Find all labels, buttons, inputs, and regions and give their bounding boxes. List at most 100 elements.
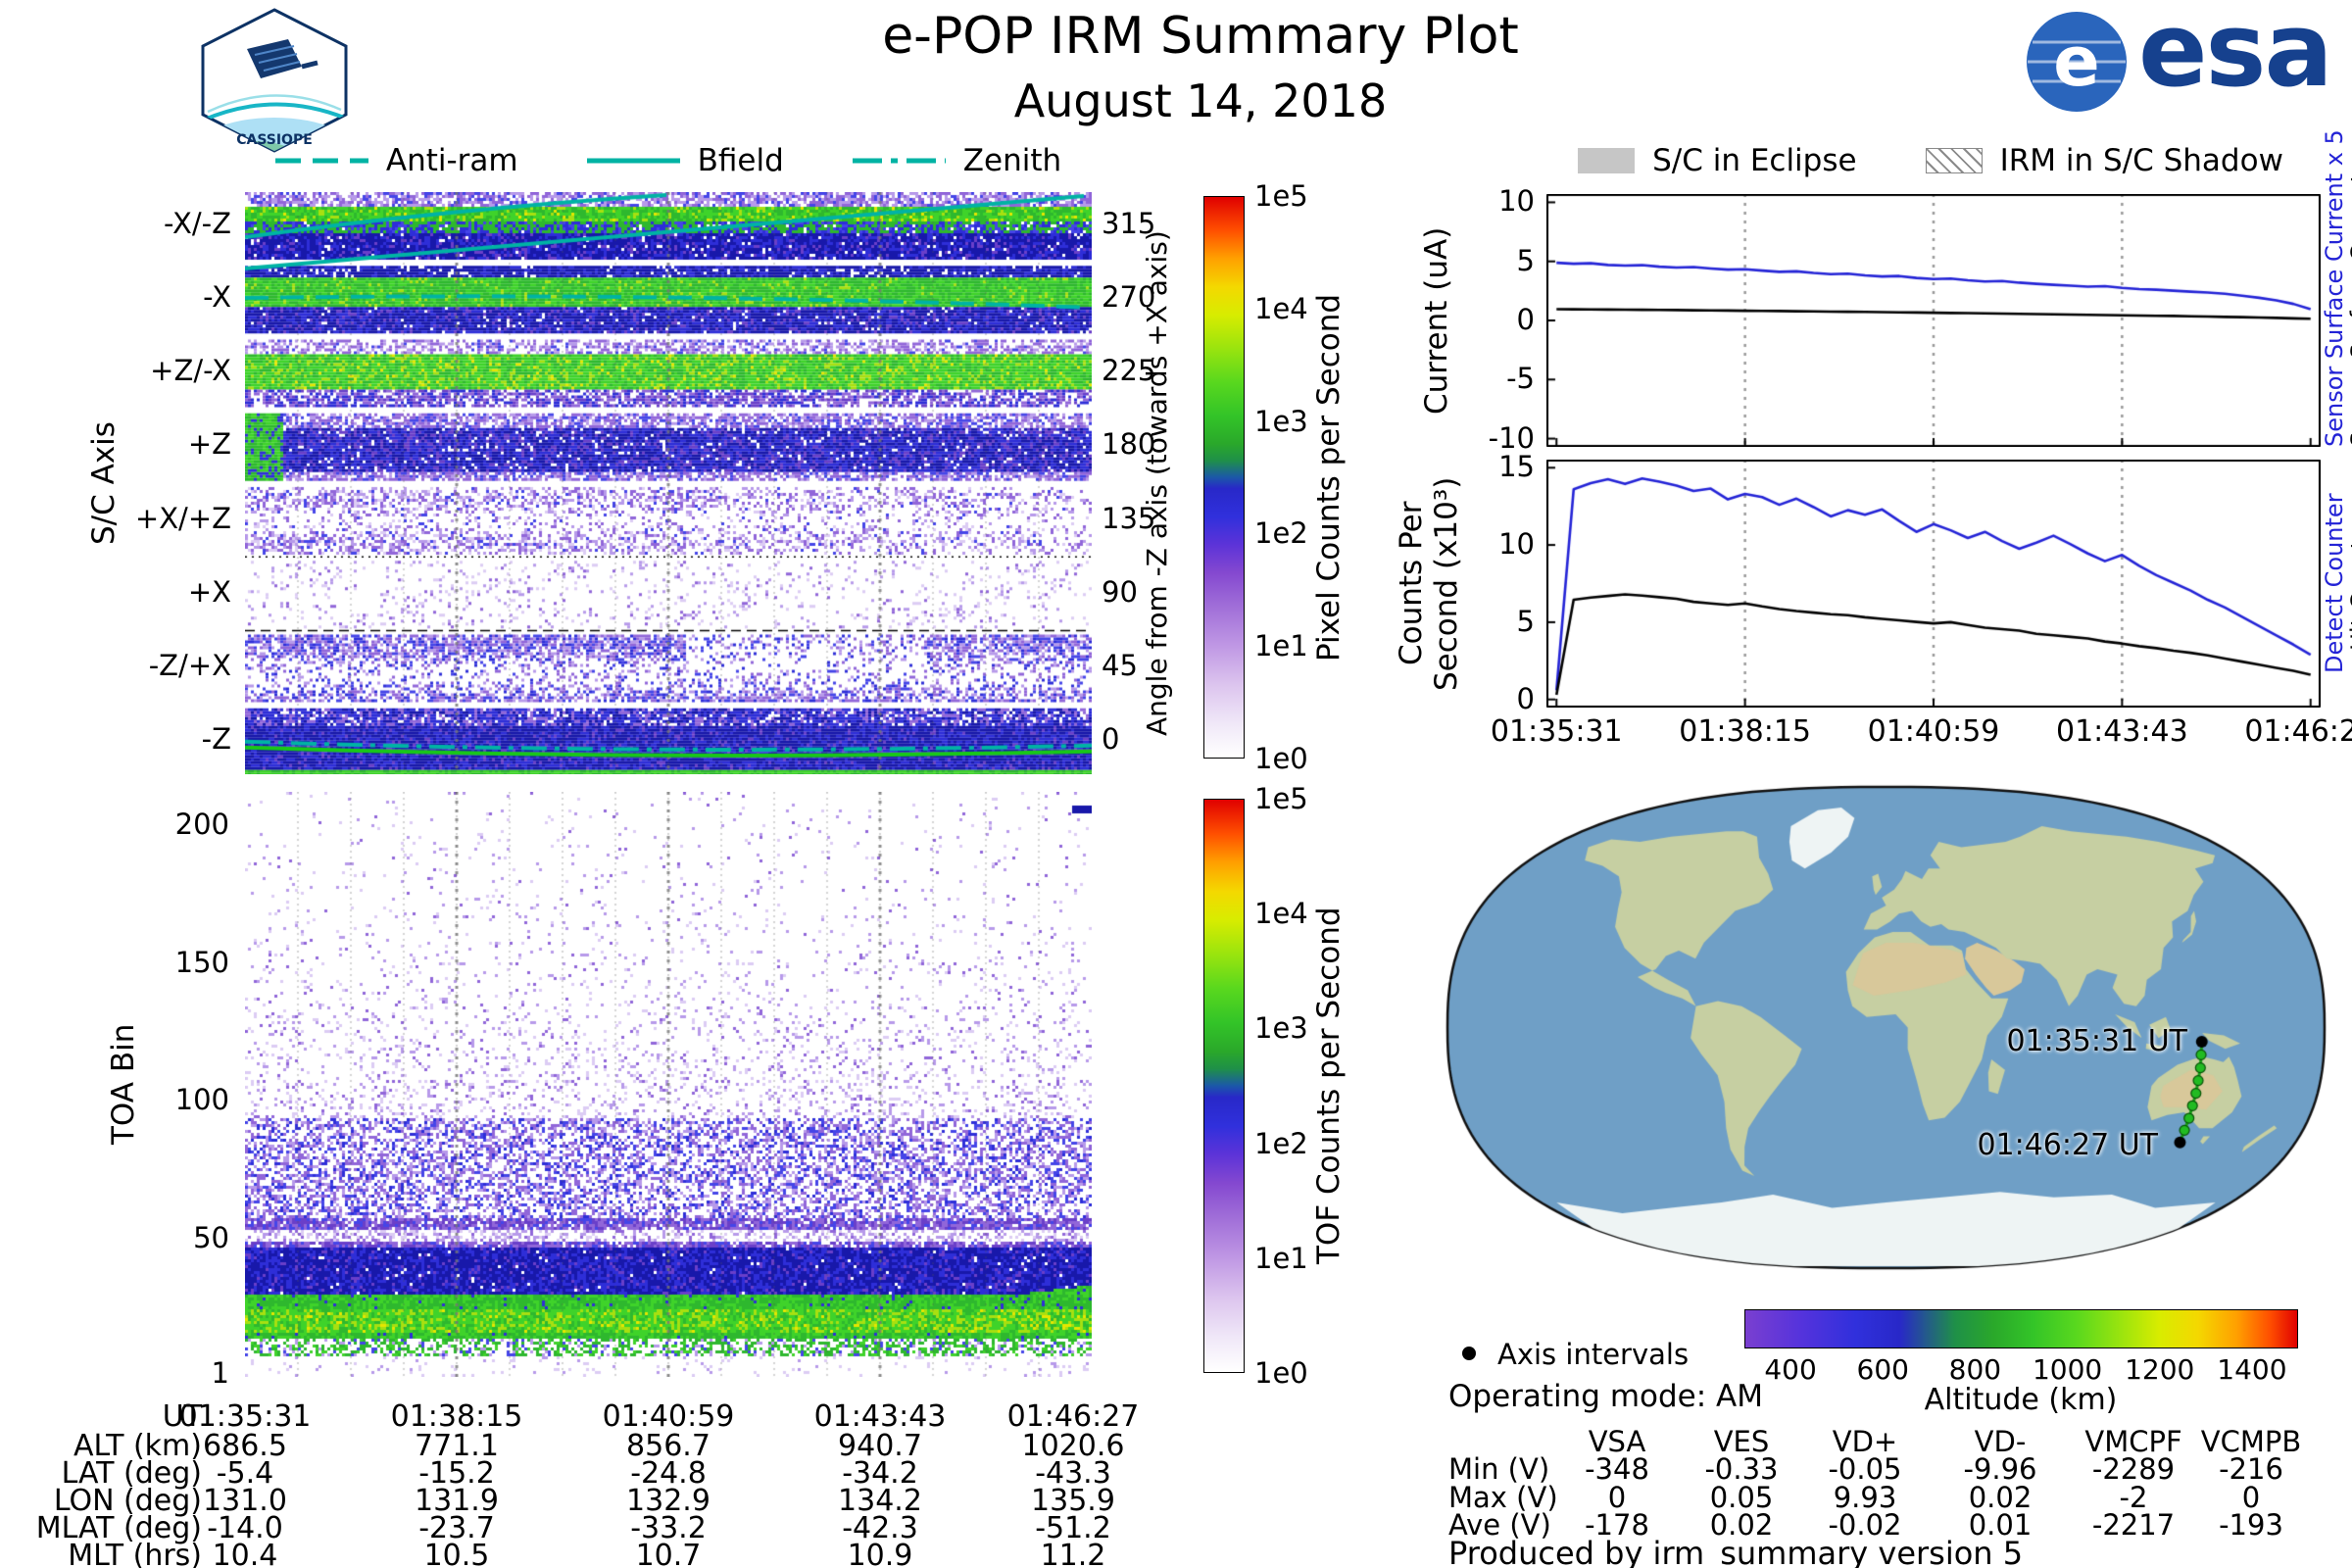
angle-tick-label: 135	[1102, 501, 1156, 535]
esa-globe-letter: e	[2053, 22, 2099, 102]
toa-tick-label: 100	[174, 1083, 229, 1117]
time-xtick: 01:40:59	[1867, 714, 2000, 749]
track-end-label: 01:46:27 UT	[1977, 1128, 2158, 1162]
toa-tick-label: 200	[174, 808, 229, 841]
voltage-cell: -348	[1585, 1452, 1649, 1486]
voltage-cell: -0.33	[1704, 1452, 1779, 1486]
ephem-row-label: UT	[162, 1399, 202, 1434]
angle-tick-label: 225	[1102, 354, 1156, 388]
tof-colorbar-tick: 1e3	[1254, 1011, 1308, 1046]
voltage-cell: -0.05	[1828, 1452, 1902, 1486]
axis-intervals-label: Axis intervals	[1497, 1338, 1690, 1371]
ephem-cell: 10.7	[635, 1539, 702, 1568]
ephem-row-label: MLT (hrs)	[68, 1539, 202, 1568]
toa-tick-label: 1	[211, 1356, 229, 1390]
ephem-cell: 131.9	[415, 1484, 499, 1518]
voltage-cell: 0.02	[1709, 1508, 1774, 1542]
sc-axis-ylabel: S/C Axis	[86, 421, 122, 545]
solid-line-sample-icon	[586, 158, 680, 164]
ephem-cell: 132.9	[626, 1484, 710, 1518]
tof-colorbar-tick: 1e2	[1254, 1126, 1308, 1160]
produced-by-text: Produced by irm_summary version 5	[1448, 1535, 2024, 1568]
altitude-tick: 1000	[2032, 1353, 2103, 1386]
ephem-cell: 10.5	[423, 1539, 490, 1568]
altitude-colorbar	[1744, 1309, 2298, 1348]
ephem-cell: 01:35:31	[178, 1399, 312, 1434]
voltage-cell: -216	[2219, 1452, 2283, 1486]
ephem-cell: 10.4	[212, 1539, 278, 1568]
voltage-row-label: Max (V)	[1448, 1481, 1558, 1514]
dashdot-line-sample-icon	[852, 158, 946, 164]
current-ytick: 0	[1516, 303, 1535, 336]
voltage-cell: 9.93	[1833, 1481, 1897, 1514]
attitude-legend: Anti-ram Bfield Zenith	[245, 141, 1092, 180]
toa-tick-label: 50	[193, 1221, 229, 1255]
ephem-row-label: MLAT (deg)	[35, 1511, 202, 1545]
ground-track-map-canvas	[1440, 779, 2332, 1276]
sensor-current-x5-label: Sensor Surface Current x 5	[2321, 129, 2348, 447]
sc-axis-band-label: +X/+Z	[134, 501, 231, 535]
voltage-cell: 0.05	[1709, 1481, 1774, 1514]
voltage-cell: 0	[2241, 1481, 2261, 1514]
ephem-cell: -23.7	[418, 1511, 495, 1545]
ephem-cell: 11.2	[1040, 1539, 1106, 1568]
ephem-cell: 856.7	[626, 1429, 710, 1463]
voltage-col-header: VES	[1713, 1425, 1770, 1458]
voltage-cell: -178	[1585, 1508, 1649, 1542]
shadow-hatch-swatch-icon	[1925, 148, 1983, 173]
voltage-cell: 0.02	[1968, 1481, 2033, 1514]
ephem-cell: 131.0	[203, 1484, 287, 1518]
voltage-cell: 0.01	[1968, 1508, 2033, 1542]
ephem-cell: 134.2	[838, 1484, 922, 1518]
sc-axis-band-label: +Z	[187, 427, 231, 462]
altitude-tick: 1400	[2217, 1353, 2287, 1386]
counts-ytick: 5	[1516, 604, 1535, 638]
ephem-cell: 940.7	[838, 1429, 922, 1463]
voltage-row-label: Min (V)	[1448, 1452, 1550, 1486]
voltage-col-header: VD+	[1832, 1425, 1898, 1458]
pixel-colorbar	[1203, 196, 1245, 759]
voltage-cell: -2289	[2091, 1452, 2176, 1486]
counts-ytick: 10	[1498, 527, 1535, 562]
hit-counter-label: Hit Counter	[2346, 515, 2352, 652]
track-start-label: 01:35:31 UT	[2006, 1024, 2187, 1058]
toa-spectrogram-canvas	[245, 792, 1092, 1377]
current-ytick: -10	[1488, 420, 1535, 455]
pixel-colorbar-tick: 1e2	[1254, 516, 1308, 551]
sc-axis-band-label: -Z/+X	[148, 649, 231, 683]
current-ylabel: Current (uA)	[1419, 226, 1454, 415]
pixel-colorbar-tick: 1e3	[1254, 404, 1308, 438]
ephem-row-label: ALT (km)	[74, 1429, 202, 1463]
voltage-col-header: VCMPB	[2200, 1425, 2302, 1458]
voltage-cell: 0	[1607, 1481, 1627, 1514]
counts-ytick: 15	[1498, 450, 1535, 484]
orbit-swoosh-icon	[203, 102, 346, 123]
counts-ylabel-line2: Second (x10³)	[1429, 476, 1464, 691]
sc-axis-spectrogram-canvas	[245, 192, 1092, 774]
ephem-cell: -43.3	[1035, 1456, 1111, 1491]
time-xtick: 01:35:31	[1490, 714, 1623, 749]
ephem-cell: 686.5	[203, 1429, 287, 1463]
legend-item-eclipse: S/C in Eclipse	[1578, 143, 1857, 178]
voltage-cell: -193	[2219, 1508, 2283, 1542]
ephem-cell: 771.1	[415, 1429, 499, 1463]
dashed-line-sample-icon	[274, 158, 368, 164]
altitude-tick: 1200	[2125, 1353, 2195, 1386]
eclipse-swatch-icon	[1578, 148, 1636, 173]
angle-tick-label: 315	[1102, 206, 1156, 240]
time-xtick: 01:38:15	[1679, 714, 1811, 749]
esa-wordmark: esa	[2138, 0, 2333, 110]
altitude-tick: 600	[1856, 1353, 1909, 1386]
tof-colorbar-tick: 1e4	[1254, 897, 1308, 931]
ephem-cell: 01:43:43	[813, 1399, 947, 1434]
tof-colorbar-tick: 1e5	[1254, 782, 1308, 815]
angle-tick-label: 180	[1102, 427, 1156, 462]
legend-item-anti-ram: Anti-ram	[274, 143, 518, 178]
ephem-row-label: LON (deg)	[53, 1484, 202, 1518]
cassiope-logo: CASSIOPE	[201, 8, 348, 153]
voltage-col-header: VD-	[1974, 1425, 2027, 1458]
ephem-cell: 1020.6	[1021, 1429, 1125, 1463]
time-xtick: 01:46:27	[2244, 714, 2352, 749]
legend-label: Bfield	[697, 142, 784, 178]
ephem-cell: -24.8	[630, 1456, 707, 1491]
